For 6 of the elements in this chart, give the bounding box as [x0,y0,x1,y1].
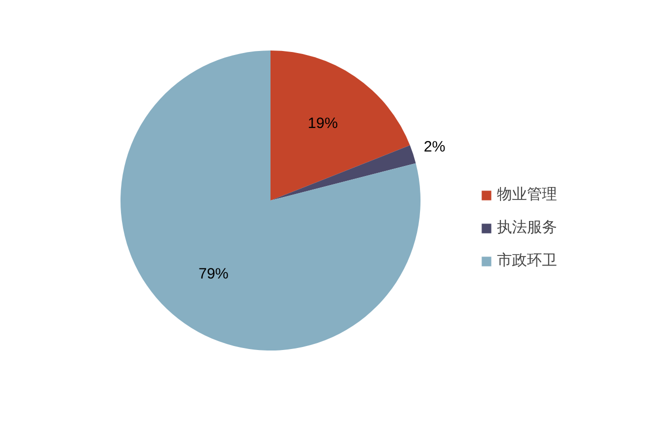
legend-label: 市政环卫 [497,251,557,270]
data-label: 19% [308,115,338,132]
data-label: 79% [198,265,229,282]
legend-label: 物业管理 [497,185,557,204]
legend-label: 执法服务 [497,218,557,237]
data-label: 2% [424,138,446,156]
